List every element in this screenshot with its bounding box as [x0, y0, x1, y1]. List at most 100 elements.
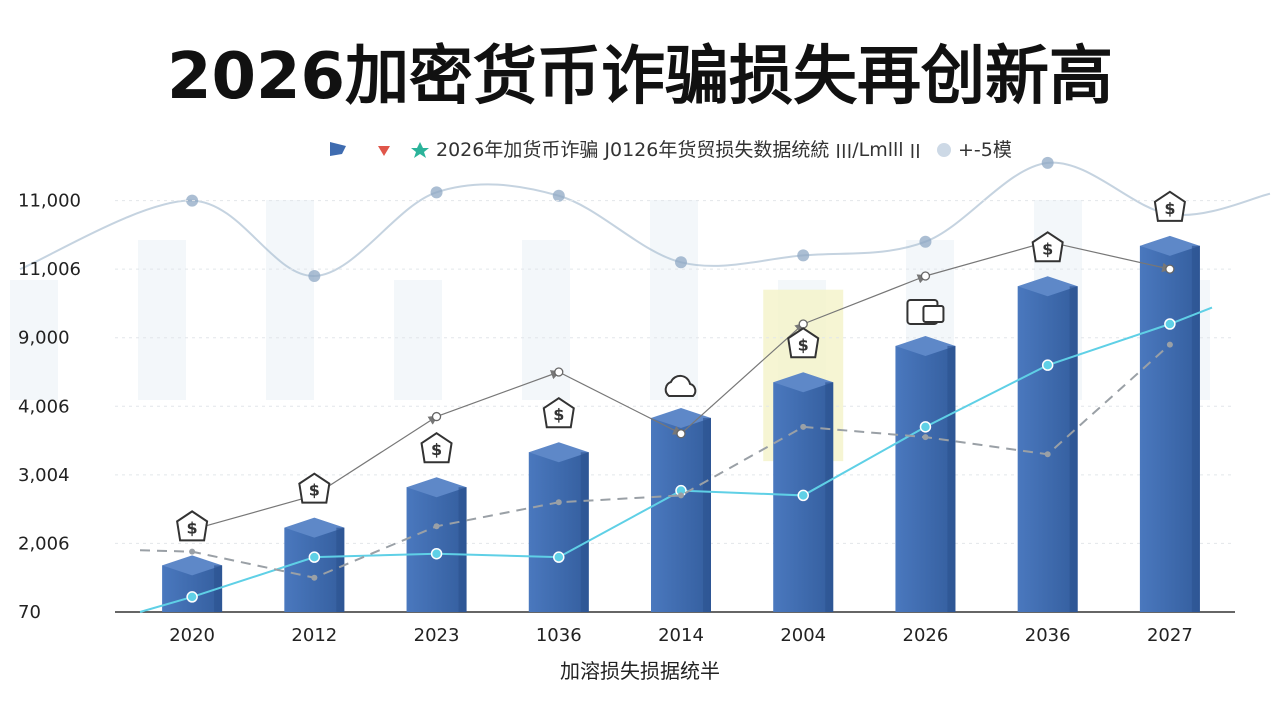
dashed-series-point: [1166, 341, 1173, 348]
background-column: [10, 280, 58, 400]
dollar-icon-glyph: $: [431, 440, 442, 459]
bar: [1139, 245, 1200, 613]
legend-marker-teal: [411, 142, 429, 158]
x-tick-label: 2004: [780, 625, 826, 646]
legend: 2026年加货币诈骗 J0126年货贸损失数据统統 ׀׀׀/Lmlll ׀׀ +…: [330, 139, 1012, 161]
dollar-icon-glyph: $: [1042, 239, 1053, 258]
bar: [1017, 286, 1078, 612]
bar-group: [651, 407, 711, 612]
arrow-series-point: [554, 367, 564, 377]
dollar-icon-shape: [787, 327, 820, 359]
legend-marker-bar: [330, 142, 346, 156]
bar-group: [284, 517, 345, 612]
dashed-series-point: [1044, 451, 1051, 458]
dollar-icon: $: [787, 327, 820, 359]
dashed-series-point: [800, 423, 807, 430]
dashed-series-point: [189, 548, 196, 555]
arrow-series-point: [798, 319, 808, 329]
legend-marker-red: [378, 146, 390, 156]
y-tick-label: 70: [18, 602, 41, 623]
cyan-series-point: [308, 551, 321, 563]
x-tick-label: 1036: [536, 625, 582, 646]
x-axis: 2020 2012 2023 1036 2014 2004 2026 2036 2027: [169, 625, 1193, 646]
dollar-icon: $: [176, 510, 209, 542]
dollar-icon-glyph: $: [798, 335, 809, 354]
background-column: [138, 240, 186, 400]
cyan-series-point: [430, 547, 443, 560]
arrow-series-point: [431, 411, 442, 422]
dollar-icon: $: [1031, 231, 1064, 263]
dollar-icon-shape: [420, 431, 453, 464]
bar-top: [651, 407, 711, 428]
x-tick-label: 2023: [414, 625, 460, 646]
bar: [895, 345, 956, 612]
bar: [528, 452, 589, 612]
bar: [284, 527, 345, 612]
wallet-icon-card: [922, 304, 945, 323]
dashed-series-point: [555, 499, 562, 506]
x-tick-label: 2027: [1147, 625, 1193, 646]
arrow-series-point: [676, 429, 686, 439]
bar-top: [284, 517, 345, 538]
bar-top: [773, 372, 834, 393]
background-wave-point: [919, 235, 932, 248]
bar-group: [895, 335, 956, 612]
dollar-icon-shape: [1031, 231, 1064, 263]
background-column: [394, 280, 442, 400]
y-axis: 70 2,006 3,004 4,006 9,000 11,006 11,000: [18, 191, 81, 623]
bar-side: [947, 345, 956, 612]
bar-icons: $ $ $ $ $ $ $: [176, 190, 1186, 542]
background-wave-point: [797, 249, 810, 262]
arrow-series-segment: [558, 371, 683, 435]
cyan-series-point: [797, 489, 809, 502]
bars: [162, 235, 1200, 613]
x-axis-label: 加溶损失损据统半: [560, 659, 720, 683]
bar-side: [580, 452, 589, 612]
arrow-series-segment: [1047, 241, 1172, 273]
bar-side: [336, 527, 345, 612]
cyan-series-point: [186, 591, 198, 603]
bar-group: [1139, 235, 1200, 613]
cyan-series-point: [919, 421, 932, 433]
x-tick-label: 2036: [1025, 625, 1071, 646]
arrow-series-segment: [925, 239, 1050, 277]
bar-top: [162, 555, 223, 576]
dashed-series-point: [433, 523, 440, 530]
dollar-icon-shape: [176, 510, 209, 542]
y-tick-label: 9,000: [18, 328, 70, 349]
dashed-series-line: [139, 343, 1171, 579]
dashed-series-point: [311, 574, 318, 581]
dollar-icon: $: [420, 431, 453, 464]
arrow-series-segment: [436, 370, 561, 418]
x-tick-label: 2014: [658, 625, 704, 646]
background-wave-point: [552, 189, 565, 202]
bar-side: [825, 382, 834, 612]
x-tick-label: 2026: [903, 625, 949, 646]
dollar-icon: $: [542, 397, 575, 429]
bar-side: [703, 417, 711, 612]
y-tick-label: 4,006: [18, 396, 70, 417]
chart-title: 2026加密货币诈骗损失再创新高: [167, 40, 1113, 114]
y-tick-label: 3,004: [18, 465, 70, 486]
background-wave-point: [308, 270, 321, 282]
dashed-series-point: [678, 492, 684, 499]
arrow-series-segment: [803, 274, 928, 325]
bar-group: [1017, 276, 1078, 612]
arrow-series-segment: [680, 322, 805, 435]
arrow-series-segment: [191, 492, 317, 531]
background-column: [266, 200, 314, 400]
dollar-icon-glyph: $: [1164, 199, 1175, 218]
bar-side: [1191, 245, 1200, 613]
arrow-series-point: [920, 271, 931, 281]
dollar-icon-shape: [298, 472, 331, 504]
dollar-icon-shape: [1153, 190, 1186, 222]
dashed-series-point: [922, 434, 929, 441]
dollar-icon-glyph: $: [309, 481, 320, 500]
x-tick-label: 2012: [291, 625, 337, 646]
bar-top: [1017, 276, 1078, 297]
bar-top: [895, 335, 956, 356]
dollar-icon: $: [298, 472, 331, 504]
cyan-series-point: [553, 551, 565, 563]
arrow-series-point: [1165, 264, 1175, 274]
